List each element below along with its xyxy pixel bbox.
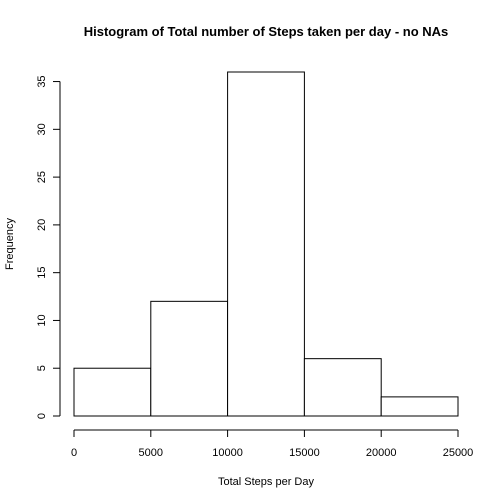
y-tick-label-1: 5 — [36, 365, 48, 371]
x-tick-label-0: 0 — [71, 447, 77, 459]
histogram-bar-3 — [303, 358, 382, 417]
y-axis-label: Frequency — [4, 218, 16, 270]
y-tick-label-6: 30 — [36, 123, 48, 135]
y-tick-label-5: 25 — [36, 171, 48, 183]
histogram-bar-4 — [380, 396, 459, 417]
y-tick-label-4: 20 — [36, 219, 48, 231]
x-axis: 0 5000 10000 15000 20000 25000 — [71, 429, 473, 459]
y-axis: 0 5 10 15 20 25 30 35 — [36, 75, 61, 419]
x-ticks: 0 5000 10000 15000 20000 25000 — [71, 430, 473, 459]
x-axis-label: Total Steps per Day — [218, 476, 314, 488]
x-tick-label-4: 20000 — [366, 447, 397, 459]
x-tick-label-1: 5000 — [139, 447, 163, 459]
y-tick-label-3: 15 — [36, 267, 48, 279]
bars-group — [73, 71, 459, 417]
histogram-bar-2 — [227, 71, 305, 417]
x-tick-label-3: 15000 — [289, 447, 320, 459]
y-tick-label-0: 0 — [36, 413, 48, 419]
y-tick-label-7: 35 — [36, 75, 48, 87]
chart-title: Histogram of Total number of Steps taken… — [84, 24, 449, 39]
y-tick-label-2: 10 — [36, 314, 48, 326]
y-ticks: 0 5 10 15 20 25 30 35 — [36, 75, 60, 419]
x-tick-label-5: 25000 — [443, 447, 474, 459]
histogram-bar-1 — [150, 300, 229, 417]
x-tick-label-2: 10000 — [212, 447, 243, 459]
histogram-bar-0 — [73, 367, 152, 417]
